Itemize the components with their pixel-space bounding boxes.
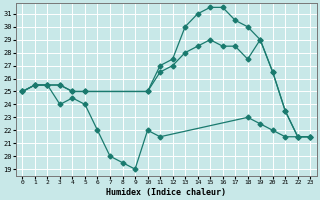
X-axis label: Humidex (Indice chaleur): Humidex (Indice chaleur) [106, 188, 226, 197]
